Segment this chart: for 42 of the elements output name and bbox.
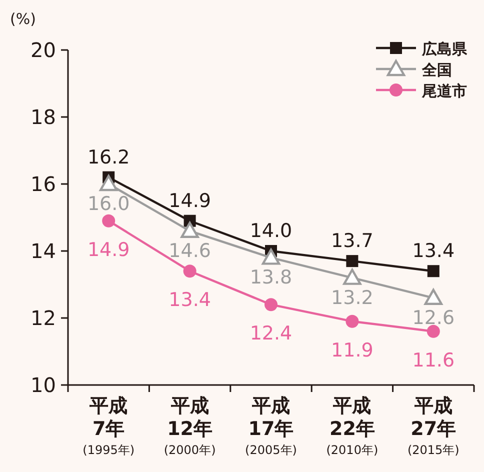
y-tick-label: 14 — [30, 239, 56, 263]
data-label: 13.4 — [168, 289, 211, 312]
point — [100, 174, 118, 192]
legend-label: 全国 — [421, 61, 452, 79]
data-label: 14.0 — [250, 220, 292, 242]
y-tick-label: 18 — [30, 105, 56, 129]
y-axis-title: (%) — [10, 10, 36, 28]
data-label: 13.8 — [250, 266, 292, 289]
data-label: 14.9 — [87, 238, 130, 261]
point — [102, 214, 116, 228]
x-tick-label: 平成 17年 (2005年) — [245, 395, 297, 457]
point — [180, 222, 199, 238]
data-label: 12.4 — [250, 322, 292, 345]
point — [427, 265, 440, 278]
point — [346, 314, 359, 328]
legend-label: 広島県 — [421, 40, 468, 58]
point — [426, 324, 440, 338]
data-label: 13.7 — [331, 230, 374, 252]
data-label: 14.9 — [168, 190, 211, 212]
y-tick-label: 10 — [30, 373, 56, 397]
point — [346, 255, 358, 268]
point — [264, 298, 278, 312]
point — [183, 264, 196, 278]
data-label: 12.6 — [412, 306, 455, 329]
data-label: 11.6 — [412, 349, 455, 372]
data-label: 16.2 — [87, 146, 130, 168]
y-tick-label: 16 — [30, 172, 56, 196]
x-tick-label: 平成 7年 (1995年) — [82, 395, 135, 457]
data-label: 13.2 — [331, 286, 374, 309]
data-label: 14.6 — [168, 240, 211, 262]
data-label: 16.0 — [87, 193, 130, 215]
y-tick-label: 20 — [30, 38, 56, 62]
x-tick-label: 平成 12年 (2000年) — [164, 395, 216, 457]
point — [343, 268, 362, 285]
point — [262, 248, 280, 265]
data-label: 11.9 — [331, 339, 374, 362]
legend-label: 尾道市 — [421, 82, 467, 100]
y-tick-label: 12 — [30, 306, 56, 330]
point — [424, 288, 442, 305]
data-label: 13.4 — [412, 240, 455, 262]
x-tick-label: 平成 22年 (2010年) — [326, 395, 378, 457]
x-tick-label: 平成 27年 (2015年) — [407, 395, 460, 457]
